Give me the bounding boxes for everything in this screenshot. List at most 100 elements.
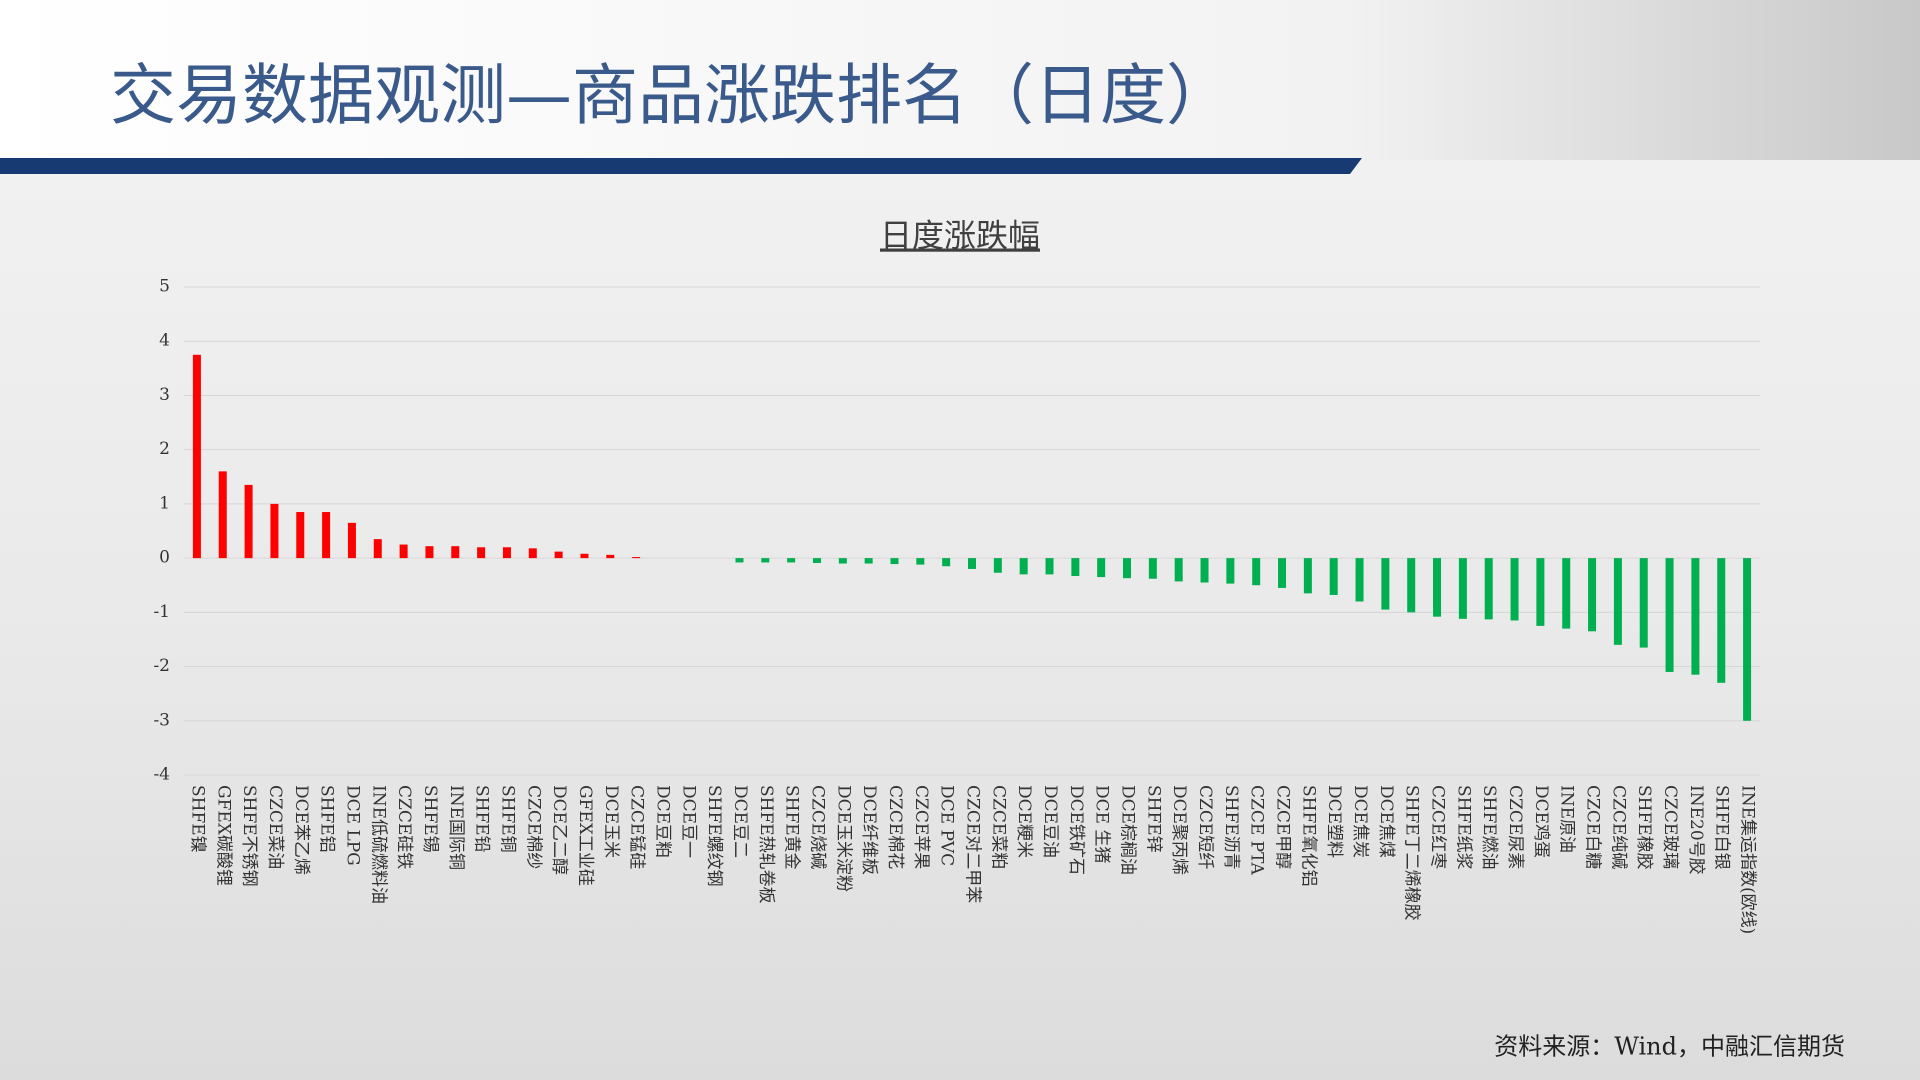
bar — [1536, 558, 1545, 626]
bar — [1174, 558, 1183, 582]
x-tick-label: DCE LPG — [342, 785, 362, 866]
x-tick-label: DCE豆一 — [678, 785, 698, 858]
bar — [296, 512, 305, 559]
x-tick-label: CZCE烧碱 — [807, 785, 827, 869]
bar — [399, 544, 408, 559]
x-tick-label: DCE豆粕 — [652, 785, 672, 858]
x-tick-label: DCE玉米 — [601, 785, 621, 858]
x-tick-label: SHFE螺纹钢 — [704, 785, 724, 887]
bar — [735, 558, 744, 563]
x-tick-label: SHFE丁二烯橡胶 — [1402, 785, 1422, 921]
y-tick-label: 3 — [159, 385, 170, 405]
bar — [942, 558, 951, 567]
bar — [1613, 558, 1622, 645]
bar — [554, 551, 563, 559]
bar — [347, 522, 356, 559]
header-bg — [0, 0, 1920, 160]
x-tick-label: DCE塑料 — [1324, 785, 1344, 858]
x-tick-label: SHFE锌 — [1143, 785, 1163, 853]
x-tick-label: SHFE纸浆 — [1453, 785, 1473, 870]
source-note: 资料来源：Wind，中融汇信期货 — [1494, 1033, 1845, 1061]
plot: -4 -3 -2 -1 0 1 2 3 4 5 SHFE镍 GFEX碳酸锂 SHFE不锈钢 CZCE菜油 D… — [153, 277, 1760, 934]
x-tick-label: CZCE PTA — [1247, 785, 1267, 875]
x-tick-label: SHFE铝 — [317, 785, 337, 853]
bar — [502, 547, 511, 559]
bar — [1665, 558, 1674, 672]
x-tick-label: CZCE棉花 — [885, 785, 905, 869]
bar — [1433, 558, 1442, 617]
bar — [1588, 558, 1597, 632]
bar — [1148, 558, 1157, 579]
bar — [528, 548, 537, 559]
x-tick-label: SHFE热轧卷板 — [756, 785, 776, 904]
x-tick-label: GFEX工业硅 — [575, 785, 595, 886]
x-tick-label: DCE铁矿石 — [1066, 785, 1086, 875]
bar — [1071, 558, 1080, 577]
x-tick-label: DCE玉米淀粉 — [833, 785, 853, 892]
bar — [477, 547, 486, 559]
bar — [192, 354, 201, 559]
bar — [244, 484, 253, 559]
x-tick-label: INE国际铜 — [446, 785, 466, 870]
x-tick-label: CZCE锰硅 — [627, 785, 647, 869]
x-tick-label: DCE PVC — [937, 785, 957, 866]
bar — [1123, 558, 1132, 579]
y-tick-label: 0 — [159, 548, 170, 568]
x-tick-label: SHFE燃油 — [1479, 785, 1499, 870]
header-band — [0, 158, 1362, 174]
x-tick-label: SHFE锡 — [420, 785, 440, 853]
x-tick-label: DCE乙二醇 — [549, 785, 569, 875]
bar — [1252, 558, 1261, 586]
bar — [812, 558, 821, 563]
y-tick-label: -1 — [153, 602, 170, 622]
x-tick-label: CZCE苹果 — [911, 785, 931, 869]
bar — [1278, 558, 1287, 588]
x-tick-label: CZCE纯碱 — [1608, 785, 1628, 869]
x-tick-label: SHFE黄金 — [782, 785, 802, 870]
x-tick-label: CZCE菜粕 — [988, 785, 1008, 869]
bar — [1484, 558, 1493, 620]
bar — [1045, 558, 1054, 575]
x-tick-label: CZCE对二甲苯 — [963, 785, 983, 903]
x-tick-label: SHFE橡胶 — [1634, 785, 1654, 870]
y-tick-label: 1 — [159, 493, 170, 513]
x-tick-label: SHFE铜 — [497, 785, 517, 853]
bar — [1329, 558, 1338, 595]
x-tick-label: SHFE铅 — [472, 785, 492, 853]
x-tick-label: CZCE甲醇 — [1273, 785, 1293, 869]
y-tick-label: 5 — [159, 277, 170, 297]
bar — [1743, 558, 1752, 721]
y-tick-label: 2 — [159, 439, 170, 459]
x-tick-label: CZCE棉纱 — [523, 785, 543, 869]
bar — [270, 503, 279, 559]
bar — [864, 558, 873, 564]
bar — [1510, 558, 1519, 621]
bar — [632, 557, 641, 559]
x-tick-label: DCE聚丙烯 — [1169, 785, 1189, 875]
x-tick-label: DCE焦炭 — [1350, 785, 1370, 858]
y-tick-label: -3 — [153, 710, 170, 730]
bar — [1717, 558, 1726, 683]
x-tick-label: INE低硫燃料油 — [368, 785, 388, 904]
x-tick-label: CZCE玻璃 — [1660, 785, 1680, 869]
x-tick-label: CZCE红枣 — [1428, 785, 1448, 869]
x-tick-label: GFEX碳酸锂 — [213, 785, 233, 886]
bar — [1381, 558, 1390, 610]
bar — [1355, 558, 1364, 602]
x-tick-label: DCE鸡蛋 — [1531, 785, 1551, 858]
bar — [606, 554, 615, 559]
bar — [373, 539, 382, 559]
y-tick-label: 4 — [159, 331, 170, 351]
x-tick-label: CZCE白糖 — [1583, 785, 1603, 869]
x-tick-label: INE原油 — [1557, 785, 1577, 853]
x-tick-label: DCE豆二 — [730, 785, 750, 858]
x-tick-label: CZCE尿素 — [1505, 785, 1525, 869]
bar — [322, 512, 331, 559]
x-tick-label: DCE 生猪 — [1092, 785, 1112, 863]
y-tick-label: -2 — [153, 656, 170, 676]
bar — [451, 546, 460, 559]
bar — [425, 546, 434, 559]
bar — [1458, 558, 1467, 619]
x-tick-label: DCE苯乙烯 — [291, 785, 311, 875]
bar — [993, 558, 1002, 573]
